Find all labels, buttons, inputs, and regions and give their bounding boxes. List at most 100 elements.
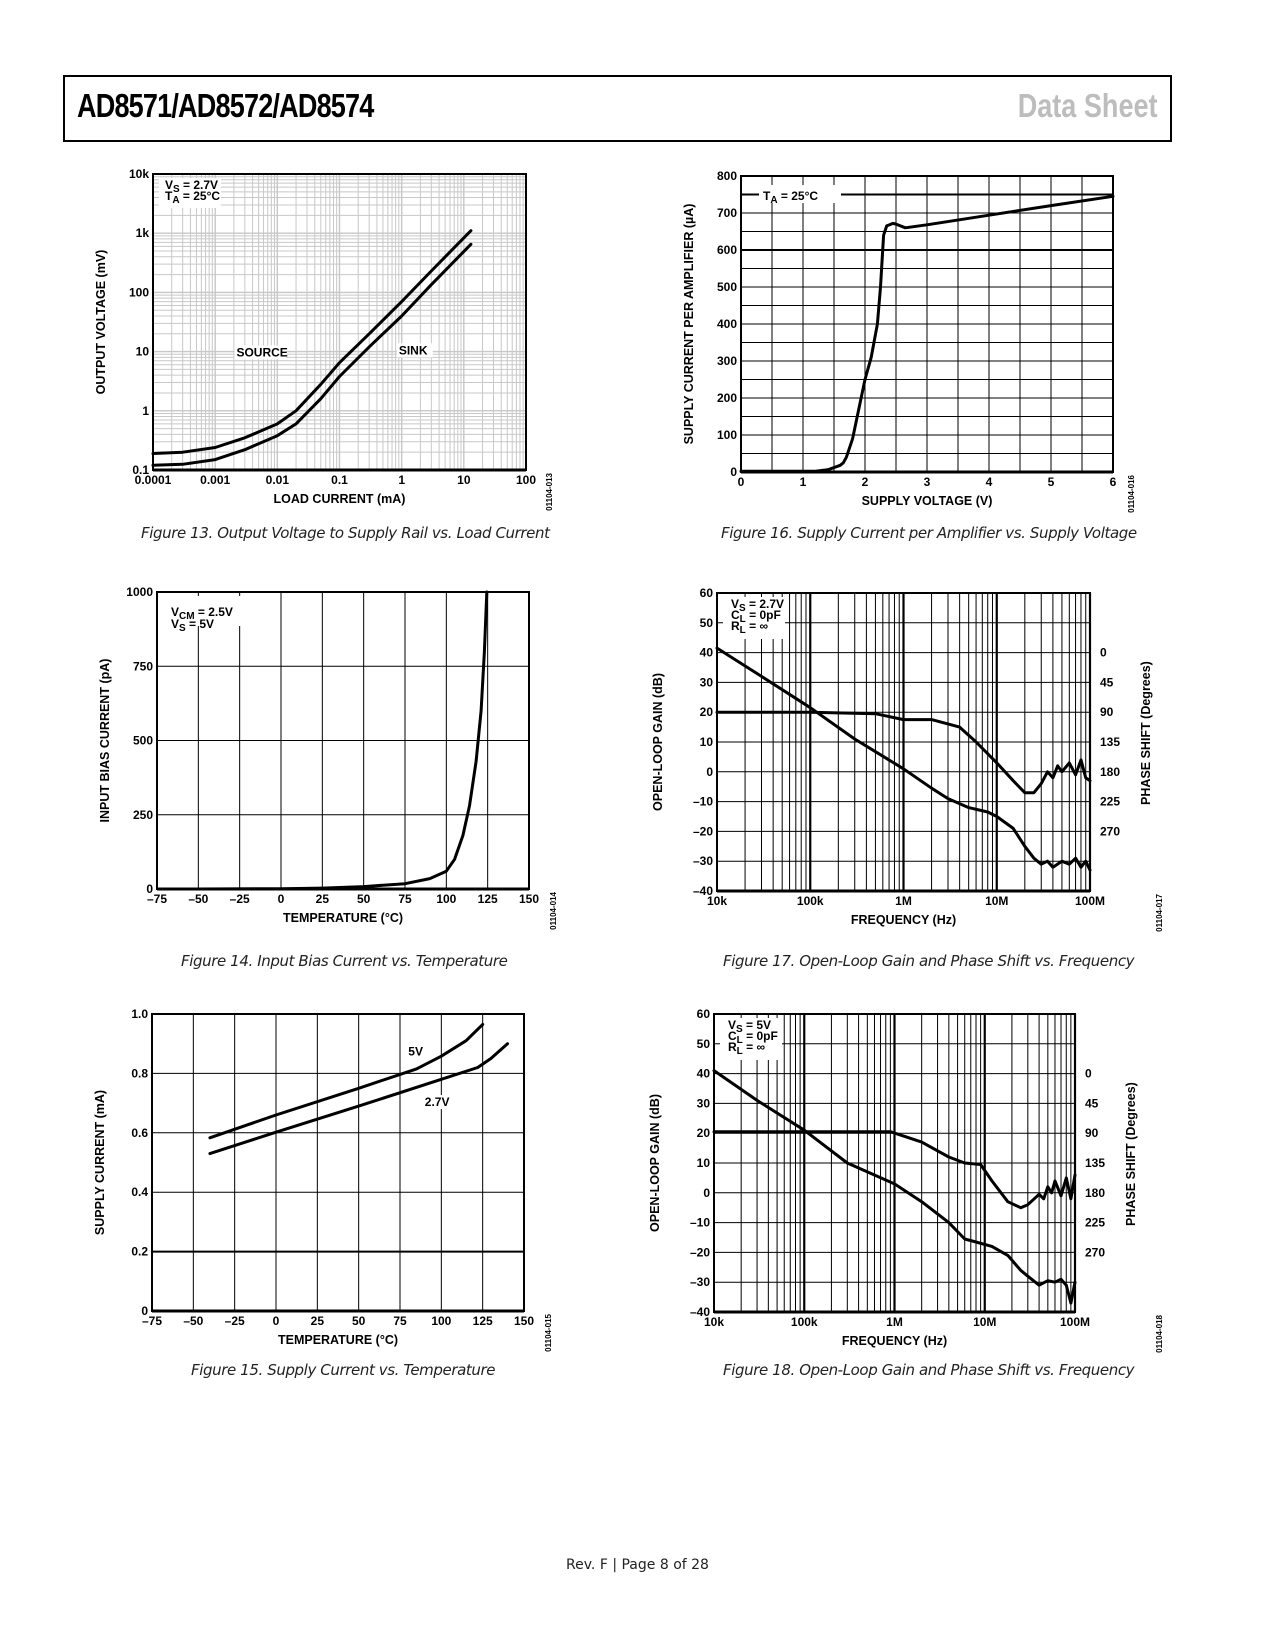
series-line-phase — [715, 710, 1092, 795]
figure-code: 01104-018 — [1155, 1314, 1164, 1352]
x-tick-label: –25 — [225, 1314, 245, 1328]
figure-caption: Figure 13. Output Voltage to Supply Rail… — [141, 524, 550, 542]
annotation-text: VCM = 2.5V — [171, 605, 233, 622]
y-tick-label: 500 — [133, 734, 153, 748]
grid — [152, 1014, 524, 1311]
y2-tick-label: 270 — [1100, 824, 1120, 838]
series-label: 2.7V — [425, 1095, 450, 1109]
x-tick-label: 0.001 — [200, 473, 230, 487]
y2-axis-label: PHASE SHIFT (Degrees) — [1124, 1082, 1138, 1226]
x-tick-label: 100M — [1060, 1315, 1090, 1329]
y2-tick-label: 180 — [1100, 765, 1120, 779]
x-tick-label: 1 — [800, 475, 807, 489]
x-axis-label: TEMPERATURE (°C) — [283, 911, 403, 925]
x-tick-label: 10M — [973, 1315, 996, 1329]
y-tick-label: 1.0 — [131, 1007, 148, 1021]
series-label-bg — [422, 1095, 459, 1110]
x-tick-label: 75 — [398, 892, 412, 906]
y-axis-label: INPUT BIAS CURRENT (pA) — [98, 659, 112, 823]
y2-tick-label: 135 — [1100, 735, 1120, 749]
y-tick-label: 0.8 — [131, 1066, 148, 1080]
x-tick-label: 10M — [985, 894, 1008, 908]
x-axis-label: LOAD CURRENT (mA) — [274, 492, 406, 506]
y2-tick-label: 90 — [1100, 705, 1114, 719]
annotation-text: VS = 2.7V — [165, 178, 218, 195]
y-tick-label: 100 — [129, 285, 149, 299]
figure-caption: Figure 14. Input Bias Current vs. Temper… — [181, 952, 508, 970]
x-tick-label: 50 — [357, 892, 371, 906]
y-tick-label: 0.6 — [131, 1126, 148, 1140]
x-axis-label: FREQUENCY (Hz) — [851, 913, 956, 927]
y-tick-label: 1000 — [126, 585, 153, 599]
x-tick-label: 100M — [1075, 894, 1105, 908]
y2-tick-label: 45 — [1100, 675, 1114, 689]
x-tick-label: 125 — [473, 1314, 493, 1328]
figure-caption: Figure 17. Open-Loop Gain and Phase Shif… — [723, 952, 1135, 970]
x-tick-label: –75 — [147, 892, 167, 906]
y-tick-label: 100 — [717, 428, 737, 442]
x-tick-label: –50 — [188, 892, 208, 906]
y-tick-label: 0.1 — [132, 463, 149, 477]
y-tick-label: 0 — [141, 1304, 148, 1318]
x-tick-label: 100k — [791, 1315, 818, 1329]
y-tick-label: 1 — [142, 404, 149, 418]
annotation-text: VS = 5V — [728, 1018, 771, 1035]
y2-tick-label: 0 — [1085, 1067, 1092, 1081]
x-tick-label: 0.01 — [266, 473, 290, 487]
series-line-supply-current — [739, 194, 1115, 473]
y-tick-label: 300 — [717, 354, 737, 368]
y-tick-label: 0.4 — [131, 1185, 148, 1199]
y-axis-label: SUPPLY CURRENT PER AMPLIFIER (µA) — [682, 204, 696, 445]
annotation-text: VS = 5V — [171, 617, 214, 634]
annotation-text: CL = 0pF — [731, 608, 781, 625]
y-tick-label: 200 — [717, 391, 737, 405]
y-tick-label: 40 — [697, 1067, 711, 1081]
annotation-text: RL = ∞ — [731, 619, 768, 636]
annotation-box — [159, 178, 221, 208]
y-tick-label: 1k — [136, 226, 150, 240]
y-tick-label: –20 — [690, 1245, 710, 1259]
series-label: SOURCE — [236, 345, 287, 359]
series-label-bg — [396, 343, 433, 358]
plot-frame — [151, 1013, 525, 1312]
grid — [717, 593, 1092, 891]
x-tick-label: 0.1 — [331, 473, 348, 487]
y-tick-label: –30 — [693, 854, 713, 868]
x-tick-label: 100 — [436, 892, 456, 906]
x-tick-label: 1M — [886, 1315, 903, 1329]
series-line-source — [151, 229, 473, 455]
figure-code: 01104-014 — [549, 891, 558, 929]
figure-caption: Figure 15. Supply Current vs. Temperatur… — [191, 1361, 496, 1379]
series-label-bg — [234, 345, 287, 360]
y-axis-label: OUTPUT VOLTAGE (mV) — [94, 250, 108, 395]
figure-code: 01104-017 — [1155, 893, 1164, 931]
x-tick-label: 0 — [738, 475, 745, 489]
annotation-box — [163, 596, 243, 626]
y-tick-label: 600 — [717, 243, 737, 257]
annotation-text: CL = 0pF — [728, 1029, 778, 1046]
y-axis-label: OPEN-LOOP GAIN (dB) — [648, 1094, 662, 1232]
annotation-text: TA = 25°C — [763, 189, 818, 206]
series-label: 5V — [408, 1045, 423, 1059]
y2-tick-label: 135 — [1085, 1156, 1105, 1170]
x-tick-label: 125 — [478, 892, 498, 906]
y-tick-label: –40 — [693, 884, 713, 898]
y2-tick-label: 0 — [1100, 646, 1107, 660]
x-tick-label: 1M — [895, 894, 912, 908]
y-tick-label: 0 — [706, 765, 713, 779]
x-tick-label: 0 — [273, 1314, 280, 1328]
x-tick-label: –25 — [230, 892, 250, 906]
series-line-5v — [208, 1022, 485, 1140]
series-label-bg — [406, 1044, 427, 1059]
x-tick-label: 0.0001 — [135, 473, 172, 487]
annotation-text: RL = ∞ — [728, 1040, 765, 1057]
figure-code: 01104-013 — [545, 472, 554, 510]
series-line-gain — [715, 646, 1092, 872]
y-tick-label: 10 — [697, 1156, 711, 1170]
y-tick-label: 400 — [717, 317, 737, 331]
y-tick-label: 250 — [133, 808, 153, 822]
section-label: Data Sheet — [1018, 87, 1158, 124]
y-tick-label: 10 — [700, 735, 714, 749]
